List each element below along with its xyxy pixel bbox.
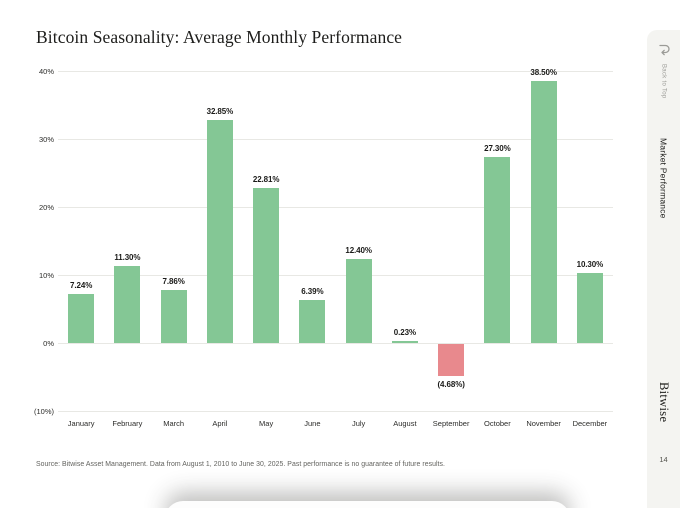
x-axis-label-january: January (67, 419, 95, 428)
bar-august (391, 341, 418, 343)
back-to-top-icon[interactable] (657, 42, 671, 56)
bar-value-label: 32.85% (206, 106, 234, 116)
bitwise-logo: Bitwise (657, 382, 671, 423)
source-note: Source: Bitwise Asset Management. Data f… (36, 461, 445, 468)
x-axis-label-july: July (351, 419, 366, 428)
bar-value-label: (4.68%) (437, 379, 465, 389)
x-axis-label-may: May (259, 419, 274, 428)
bar-june (299, 299, 326, 343)
bar-value-label: 7.86% (162, 276, 185, 286)
bar-april (206, 119, 233, 343)
sidebar-section-market-performance[interactable]: Market Performance (658, 138, 669, 219)
bar-value-label: 0.23% (393, 328, 416, 338)
bar-july (345, 258, 372, 343)
gridline (58, 207, 613, 208)
x-axis-label-august: August (393, 419, 417, 428)
gridline (58, 71, 613, 72)
bar-value-label: 22.81% (252, 174, 280, 184)
x-axis-label-december: December (572, 419, 608, 428)
bar-november (530, 81, 557, 343)
y-axis-tick-label: 40% (38, 66, 54, 76)
x-axis-label-november: November (526, 419, 561, 428)
bar-value-label: 38.50% (530, 68, 557, 78)
gridline (58, 343, 613, 344)
bar-march (160, 289, 187, 343)
gridline (58, 139, 613, 140)
x-axis-label-september: September (432, 419, 470, 428)
x-axis-label-march: March (163, 419, 185, 428)
x-axis-label-april: April (212, 419, 228, 428)
page-title: Bitcoin Seasonality: Average Monthly Per… (36, 27, 403, 47)
bar-value-label: 12.40% (345, 245, 372, 255)
bar-january (68, 293, 95, 343)
bar-chart: 40% 30% 20% 10% 0% (10%) 7.24% January 11.30% Feb… (33, 66, 613, 428)
bar-value-label: 7.24% (70, 280, 93, 290)
x-axis-label-june: June (304, 419, 321, 428)
y-axis-tick-label: 30% (38, 134, 54, 144)
back-to-top-label[interactable]: Back to Top (660, 64, 667, 99)
gridline (58, 275, 613, 276)
bar-february (114, 266, 141, 343)
bar-value-label: 11.30% (114, 253, 141, 263)
bar-october (484, 157, 511, 343)
x-axis-label-october: October (484, 419, 511, 428)
bar-value-label: 10.30% (576, 259, 604, 269)
page-number: 14 (659, 455, 668, 464)
bar-value-label: 27.30% (484, 144, 511, 154)
sidebar: Back to Top Market Performance Bitwise 1… (647, 30, 680, 508)
y-axis-tick-label: 10% (38, 270, 54, 280)
next-page-edge (165, 501, 570, 508)
bar-value-label: 6.39% (301, 286, 324, 296)
y-axis-tick-label: (10%) (33, 406, 54, 416)
gridline (58, 411, 613, 412)
y-axis-tick-label: 20% (38, 202, 54, 212)
bar-may (253, 187, 280, 343)
bar-december (576, 272, 603, 343)
x-axis-label-february: February (112, 419, 143, 428)
y-axis-tick-label: 0% (43, 338, 54, 348)
bar-september (438, 344, 465, 376)
